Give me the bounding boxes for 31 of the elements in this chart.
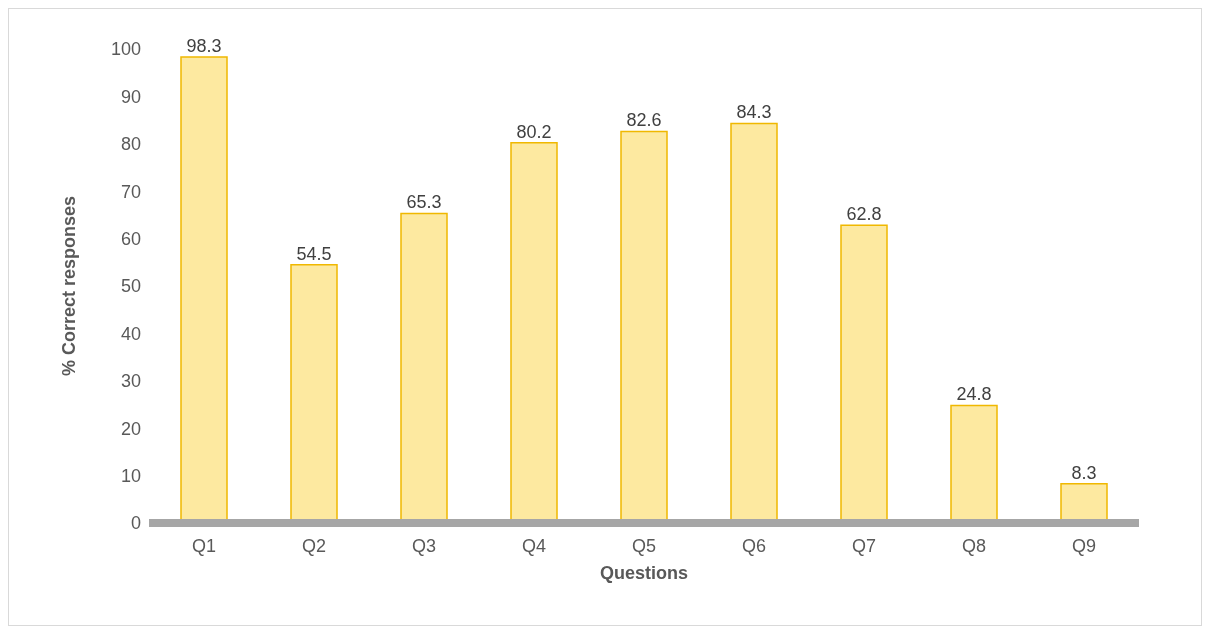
y-tick-label: 50 <box>120 276 141 297</box>
x-axis-title: Questions <box>599 563 689 583</box>
y-tick-label: 10 <box>120 465 141 486</box>
x-tick-label: Q5 <box>631 535 657 556</box>
x-tick-label: Q1 <box>191 535 217 556</box>
y-tick-label: 60 <box>120 228 141 249</box>
y-tick-label: 30 <box>120 371 141 392</box>
data-label: 8.3 <box>1071 462 1097 483</box>
data-label: 84.3 <box>736 102 772 123</box>
y-tick-label: 90 <box>120 86 141 107</box>
data-label: 62.8 <box>846 204 882 225</box>
y-tick-label: 20 <box>120 418 141 439</box>
x-tick-label: Q4 <box>521 535 547 556</box>
x-tick-label: Q9 <box>1071 535 1097 556</box>
x-tick-label: Q6 <box>741 535 767 556</box>
data-label: 24.8 <box>956 384 992 405</box>
y-tick-label: 100 <box>110 39 141 60</box>
y-tick-label: 70 <box>120 181 141 202</box>
y-tick-label: 0 <box>130 513 141 534</box>
data-label: 65.3 <box>406 192 442 213</box>
x-tick-label: Q2 <box>301 535 327 556</box>
y-tick-label: 80 <box>120 134 141 155</box>
x-tick-label: Q8 <box>961 535 987 556</box>
y-tick-label: 40 <box>120 323 141 344</box>
x-tick-label: Q3 <box>411 535 437 556</box>
data-label: 80.2 <box>516 121 552 142</box>
data-label: 82.6 <box>626 110 662 131</box>
data-label: 98.3 <box>186 36 222 57</box>
data-label: 54.5 <box>296 243 332 264</box>
y-axis-title: % Correct responses <box>59 195 80 377</box>
x-tick-label: Q7 <box>851 535 877 556</box>
